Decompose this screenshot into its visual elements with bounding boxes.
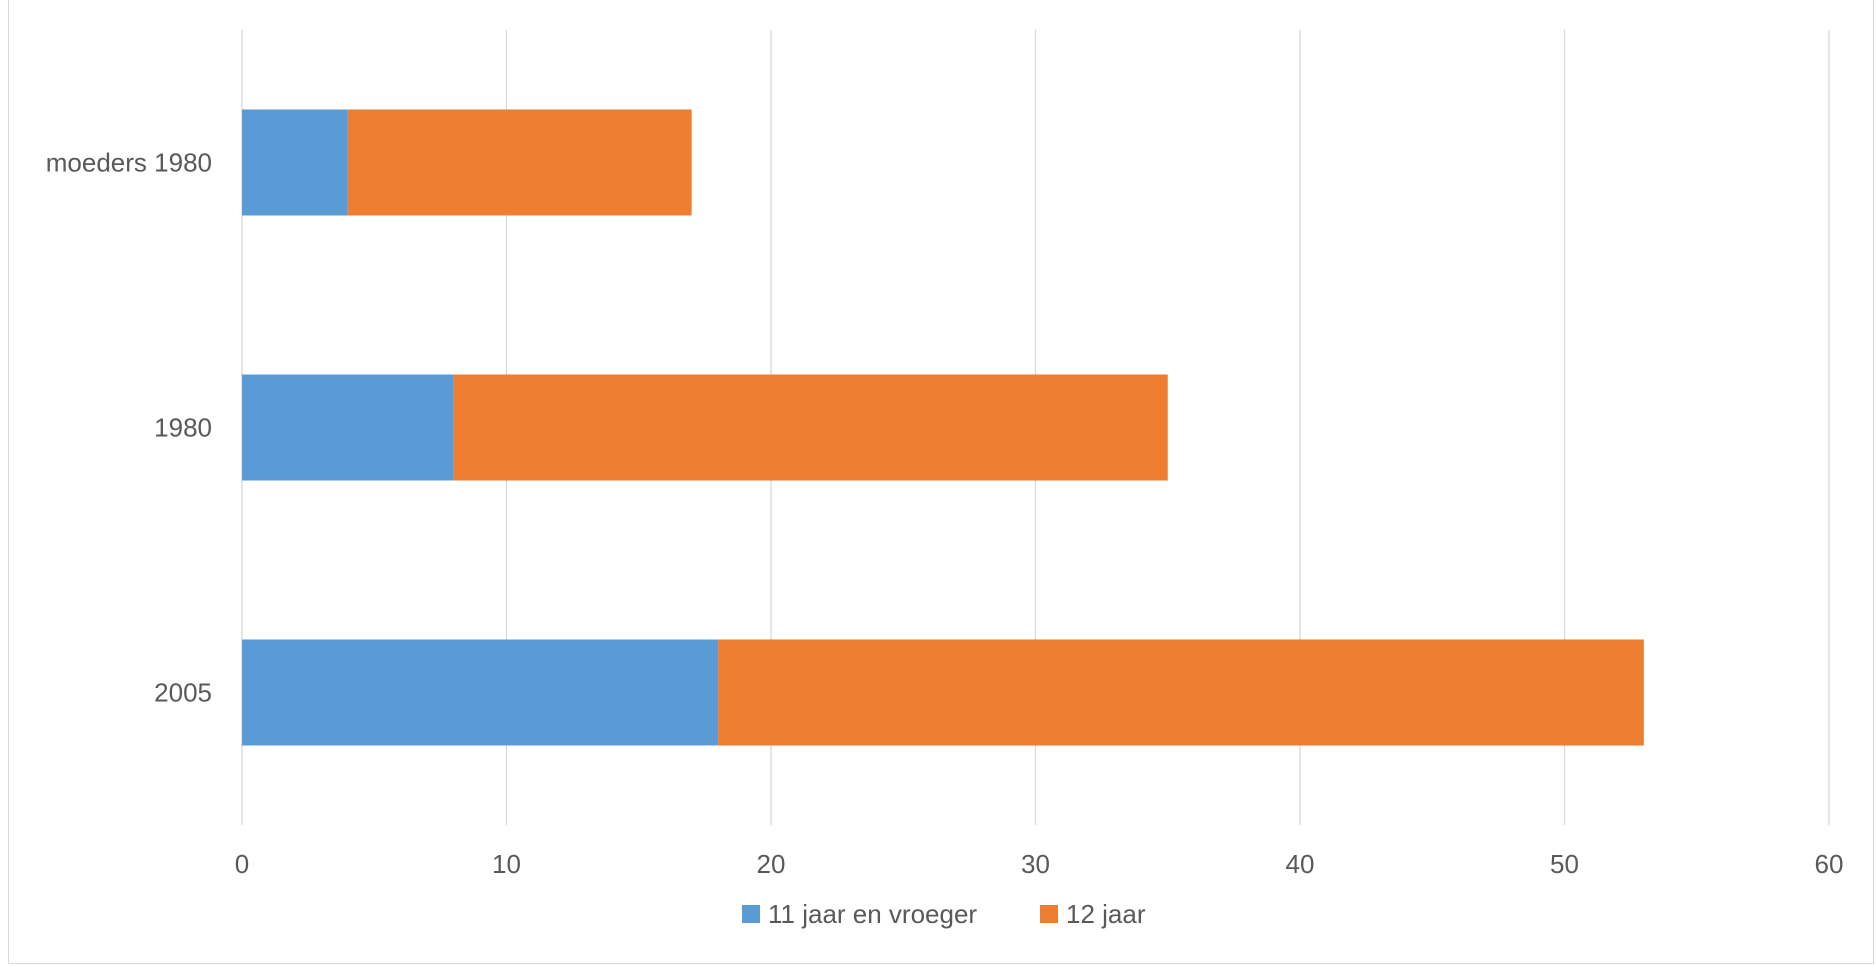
legend-label: 11 jaar en vroeger bbox=[768, 899, 977, 929]
x-tick-label: 10 bbox=[492, 849, 521, 879]
bars bbox=[242, 109, 1644, 746]
x-tick-label: 20 bbox=[757, 849, 786, 879]
legend-label: 12 jaar bbox=[1066, 899, 1146, 929]
bar-series1 bbox=[242, 639, 719, 746]
category-label: 1980 bbox=[154, 413, 212, 443]
bar-series1 bbox=[242, 374, 454, 481]
x-tick-label: 30 bbox=[1021, 849, 1050, 879]
chart-frame bbox=[8, 0, 1874, 964]
x-tick-label: 50 bbox=[1550, 849, 1579, 879]
category-labels: moeders 1980 1980 2005 bbox=[46, 148, 212, 708]
bar-series2 bbox=[718, 639, 1644, 746]
category-label: moeders 1980 bbox=[46, 148, 212, 178]
bar-series2 bbox=[453, 374, 1168, 481]
x-tick-label: 40 bbox=[1286, 849, 1315, 879]
x-tick-label: 0 bbox=[235, 849, 249, 879]
x-tick-label: 60 bbox=[1815, 849, 1844, 879]
bar-series1 bbox=[242, 109, 348, 216]
x-tick-labels: 0 10 20 30 40 50 60 bbox=[235, 849, 1844, 879]
category-label: 2005 bbox=[154, 678, 212, 708]
legend-swatch bbox=[1040, 905, 1058, 923]
legend-swatch bbox=[742, 905, 760, 923]
bar-series2 bbox=[347, 109, 692, 216]
legend: 11 jaar en vroeger 12 jaar bbox=[742, 899, 1146, 929]
